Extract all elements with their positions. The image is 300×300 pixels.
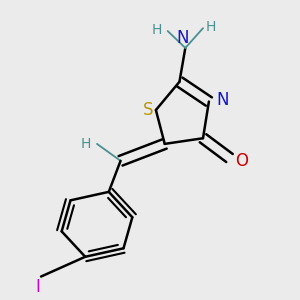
Text: H: H (152, 22, 162, 37)
Text: I: I (36, 278, 40, 296)
Text: H: H (81, 137, 91, 151)
Text: S: S (143, 101, 154, 119)
Text: O: O (236, 152, 248, 170)
Text: N: N (216, 91, 229, 109)
Text: N: N (176, 28, 189, 46)
Text: H: H (206, 20, 216, 34)
